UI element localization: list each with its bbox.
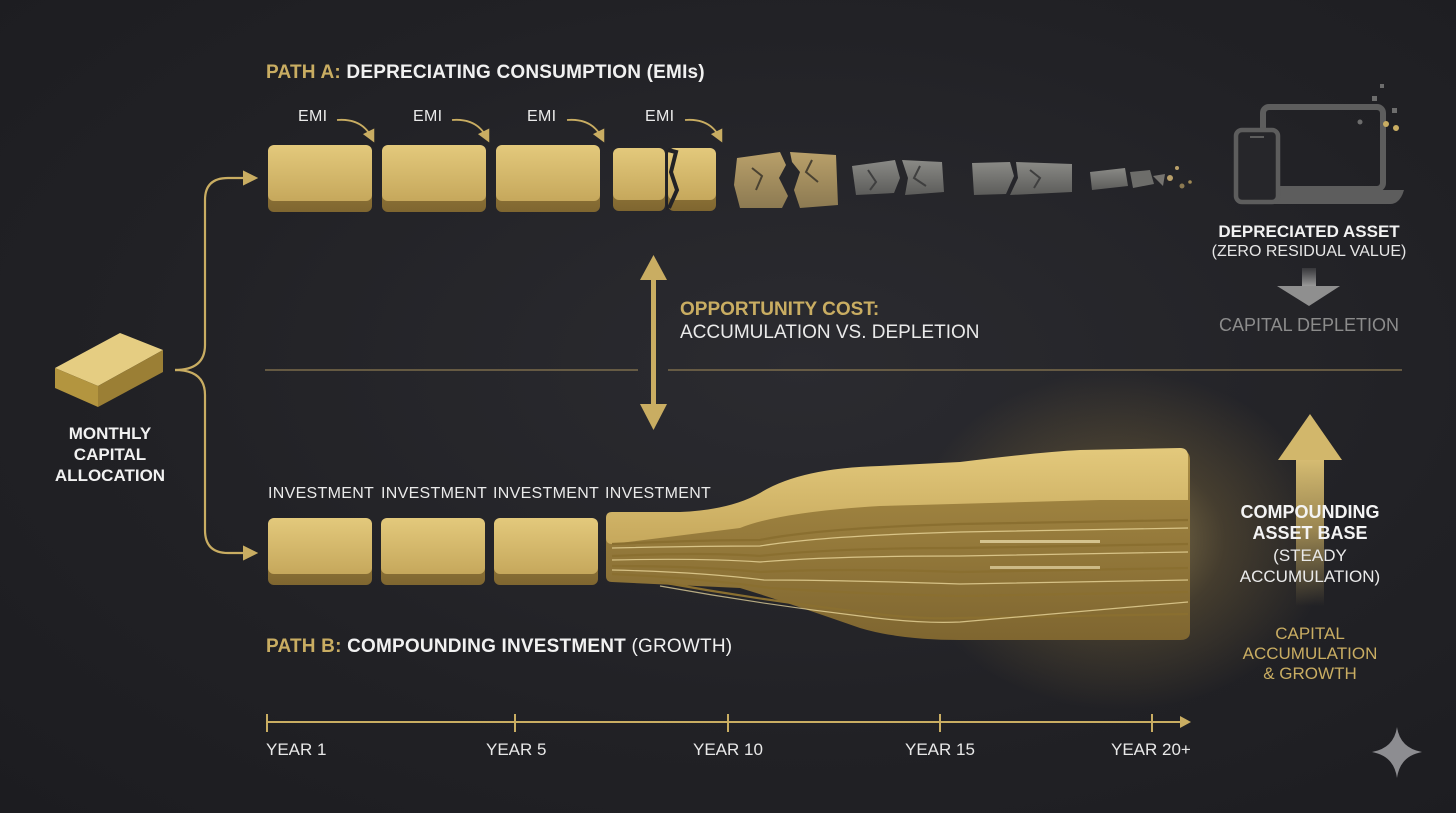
depreciated-asset-title: DEPRECIATED ASSET: [1218, 222, 1400, 241]
emi-bar: [382, 145, 486, 212]
branch-connector: [174, 170, 259, 561]
investment-bar: [381, 518, 485, 585]
emi-curved-arrows: [336, 118, 723, 143]
investment-label: INVESTMENT: [381, 485, 488, 502]
path-b-bars: [268, 518, 598, 585]
path-a-prefix: PATH A:: [266, 62, 341, 83]
outcome-subtitle-line: (STEADY: [1273, 546, 1347, 565]
path-b-title: PATH B: COMPOUNDING INVESTMENT (GROWTH): [266, 636, 732, 658]
path-a-bars: [268, 145, 1192, 212]
investment-label: INVESTMENT: [605, 485, 712, 502]
source-label-line: MONTHLY: [68, 424, 152, 443]
capital-depletion-label: CAPITAL DEPLETION: [1218, 315, 1400, 335]
timeline-label: YEAR 1: [266, 740, 327, 759]
sparkle-icon: [1372, 727, 1422, 778]
result-line: CAPITAL: [1275, 624, 1345, 643]
path-b-prefix: PATH B:: [266, 636, 342, 657]
timeline-label: YEAR 15: [905, 740, 975, 759]
source-label-line: CAPITAL: [73, 445, 147, 464]
emi-bar-depleted: [852, 160, 944, 195]
emi-label: EMI: [413, 108, 443, 125]
emi-bar: [496, 145, 600, 212]
timeline-axis: [266, 714, 1191, 732]
opportunity-cost-subtitle: ACCUMULATION VS. DEPLETION: [680, 322, 980, 343]
compounding-asset-base-title: COMPOUNDING ASSET BASE: [1215, 502, 1405, 544]
emi-bar-crumbling: [734, 152, 838, 208]
emi-label: EMI: [527, 108, 557, 125]
accumulation-arrow: [1278, 414, 1342, 606]
opportunity-double-arrow: [640, 255, 667, 430]
emi-label: EMI: [645, 108, 675, 125]
investment-bar: [494, 518, 598, 585]
devices-icon: [1233, 104, 1404, 205]
emi-bar-depleted: [972, 162, 1072, 195]
emi-bar-fragments: [1090, 166, 1192, 190]
capital-accumulation-label: CAPITAL ACCUMULATION & GROWTH: [1215, 624, 1405, 684]
source-label-line: ALLOCATION: [54, 466, 166, 485]
investment-bar: [268, 518, 372, 585]
result-line: ACCUMULATION: [1242, 644, 1378, 663]
timeline-label: YEAR 10: [693, 740, 763, 759]
steady-accumulation-subtitle: (STEADY ACCUMULATION): [1215, 545, 1405, 587]
path-b-heading: COMPOUNDING INVESTMENT: [347, 636, 626, 657]
timeline-label: YEAR 20+: [1111, 740, 1191, 759]
depletion-arrow: [1277, 268, 1340, 306]
source-gold-bar-icon: [55, 333, 163, 407]
emi-label: EMI: [298, 108, 328, 125]
path-a-heading: DEPRECIATING CONSUMPTION (EMIs): [346, 62, 705, 83]
path-b-suffix: (GROWTH): [631, 636, 733, 657]
compounding-stack: [606, 448, 1190, 640]
result-line: & GROWTH: [1263, 664, 1357, 683]
path-a-title: PATH A: DEPRECIATING CONSUMPTION (EMIs): [266, 62, 705, 84]
debris-particles: [1357, 84, 1399, 131]
outcome-title-line: COMPOUNDING: [1240, 502, 1380, 522]
emi-bar: [268, 145, 372, 212]
investment-label: INVESTMENT: [493, 485, 600, 502]
depreciated-asset-subtitle: (ZERO RESIDUAL VALUE): [1211, 243, 1407, 260]
outcome-title-line: ASSET BASE: [1252, 523, 1368, 543]
emi-bar-cracked: [613, 148, 716, 211]
timeline-label: YEAR 5: [486, 740, 547, 759]
investment-label: INVESTMENT: [268, 485, 375, 502]
outcome-subtitle-line: ACCUMULATION): [1239, 567, 1381, 586]
monthly-capital-allocation-label: MONTHLY CAPITAL ALLOCATION: [40, 423, 180, 486]
opportunity-cost-title: OPPORTUNITY COST:: [680, 299, 880, 320]
